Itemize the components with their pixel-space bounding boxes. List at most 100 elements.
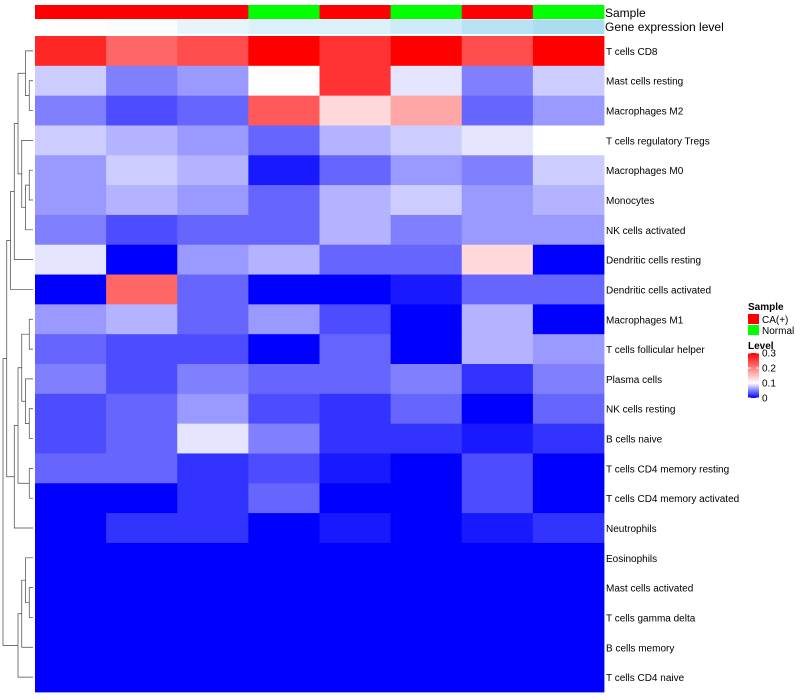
sample-track-label: Sample	[605, 6, 646, 20]
heatmap-cell	[319, 632, 392, 663]
heatmap-cell	[390, 125, 463, 156]
heatmap-cell	[35, 602, 107, 633]
heatmap-cell	[177, 572, 249, 603]
heatmap-cell	[177, 95, 249, 126]
sample-annotation-track	[35, 5, 605, 19]
heatmap-cell	[532, 393, 605, 425]
heatmap-cell	[461, 65, 534, 97]
heatmap-cell	[177, 244, 249, 275]
heatmap-cell	[106, 513, 178, 544]
row-label: Dendritic cells activated	[606, 285, 711, 296]
heatmap-cell	[390, 602, 463, 633]
heatmap-cell	[532, 453, 605, 484]
heatmap-cell	[390, 423, 463, 454]
heatmap-cell	[461, 662, 534, 693]
heatmap-cell	[106, 542, 178, 574]
heatmap-cell	[248, 364, 320, 395]
heatmap-cell	[532, 334, 605, 365]
heatmap-cell	[177, 423, 249, 454]
heatmap-cell	[177, 274, 249, 305]
heatmap-cell	[177, 662, 249, 693]
expression-annotation-cell	[35, 20, 107, 34]
heatmap-cell	[248, 155, 320, 186]
heatmap-cell	[35, 513, 107, 544]
heatmap-cell	[390, 364, 463, 395]
heatmap-cell	[390, 453, 463, 484]
heatmap-cell	[177, 453, 249, 484]
row-label: NK cells activated	[606, 226, 685, 237]
expression-annotation-track	[35, 20, 605, 34]
heatmap-cell	[461, 453, 534, 484]
heatmap-cell	[248, 542, 320, 574]
heatmap-cell	[319, 274, 392, 305]
row-label: NK cells resting	[606, 405, 675, 416]
row-labels: T cells CD8 Mast cells resting Macrophages…	[606, 47, 739, 684]
legend-level-colorbar	[748, 353, 759, 398]
dendrogram-branch	[28, 80, 33, 111]
heatmap-cell	[35, 662, 107, 693]
heatmap-cell	[106, 185, 178, 216]
heatmap-cell	[319, 334, 392, 365]
heatmap-cell	[532, 155, 605, 186]
heatmap-cell	[177, 334, 249, 365]
heatmap-cell	[390, 304, 463, 335]
heatmap-cell	[35, 36, 107, 67]
heatmap-cell	[461, 214, 534, 246]
legend-level-ticks: 0.3 0.2 0.1 0	[748, 349, 776, 405]
heatmap-cell	[461, 155, 534, 186]
heatmap-cell	[106, 364, 178, 395]
heatmap-cell	[248, 244, 320, 275]
heatmap-cell	[461, 542, 534, 574]
heatmap-cell	[248, 36, 320, 67]
heatmap-cell	[390, 65, 463, 97]
heatmap-cell	[177, 155, 249, 186]
heatmap-cell	[35, 65, 107, 97]
heatmap-cell	[35, 423, 107, 454]
heatmap-cell	[106, 155, 178, 186]
heatmap-cell	[319, 185, 392, 216]
heatmap-cell	[35, 393, 107, 425]
expression-annotation-cell	[177, 20, 249, 34]
heatmap-cell	[319, 483, 392, 514]
heatmap-cell	[106, 423, 178, 454]
heatmap-cell	[532, 125, 605, 156]
heatmap-cell	[461, 334, 534, 365]
heatmap-cell	[532, 214, 605, 246]
dendrogram-branch	[17, 613, 33, 678]
heatmap-cell	[177, 542, 249, 574]
sample-annotation-cell	[390, 5, 463, 19]
heatmap-cell	[532, 364, 605, 395]
heatmap-cell	[390, 572, 463, 603]
heatmap-cell	[532, 244, 605, 275]
heatmap-cell	[319, 65, 392, 97]
legend: Sample CA(+) Normal Level 0.3 0.2 0.1 0	[748, 302, 794, 405]
row-label: Neutrophils	[606, 524, 657, 535]
heatmap-cell	[319, 662, 392, 693]
heatmap-cell	[461, 36, 534, 67]
heatmap-cell	[106, 602, 178, 633]
heatmap-cell	[35, 483, 107, 514]
heatmap-cell	[177, 65, 249, 97]
heatmap-cell	[319, 423, 392, 454]
heatmap-cell	[532, 572, 605, 603]
heatmap-cell	[106, 244, 178, 275]
dendrogram-branch	[28, 587, 33, 618]
row-label: Macrophages M1	[606, 315, 684, 326]
dendrogram-branch	[13, 425, 33, 529]
row-label: T cells CD4 naive	[606, 673, 685, 684]
dendrogram-branch	[21, 579, 33, 648]
heatmap-cell	[461, 185, 534, 216]
heatmap-cell	[177, 185, 249, 216]
dendrogram-branch	[28, 169, 33, 201]
heatmap-cell	[319, 364, 392, 395]
dendrogram-branch	[28, 468, 33, 499]
heatmap-cell	[319, 214, 392, 246]
expression-annotation-cell	[461, 20, 534, 34]
heatmap-cell	[248, 214, 320, 246]
heatmap-cell	[319, 304, 392, 335]
heatmap-cell	[35, 572, 107, 603]
heatmap-cell	[177, 125, 249, 156]
heatmap-cell	[532, 632, 605, 663]
heatmap-cell	[390, 393, 463, 425]
heatmap-cell	[461, 364, 534, 395]
